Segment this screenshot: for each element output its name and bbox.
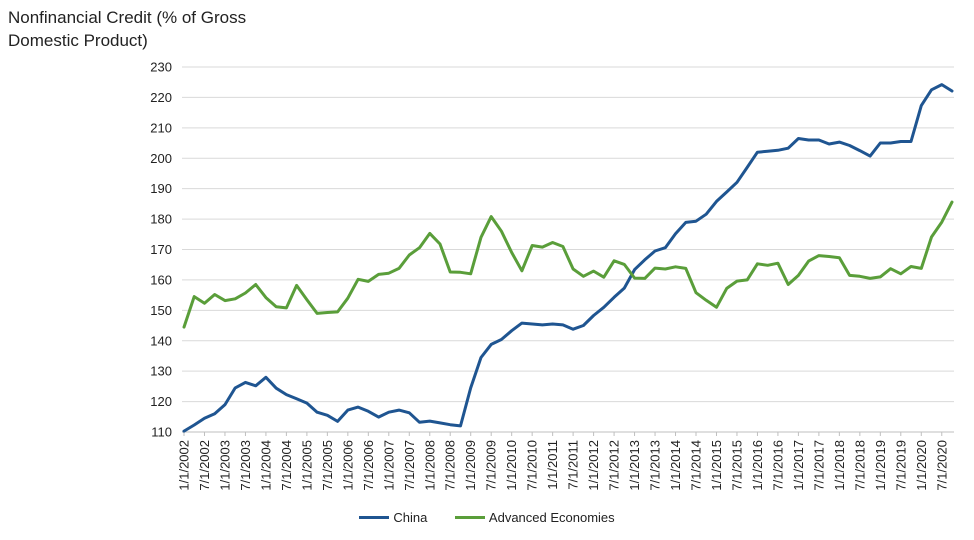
x-tick-label: 7/1/2008 bbox=[443, 440, 458, 491]
y-tick-label-130: 130 bbox=[150, 364, 172, 379]
x-tick-label: 1/1/2007 bbox=[381, 440, 396, 491]
series-line-advanced-economies bbox=[182, 200, 954, 329]
legend-label-advanced-economies: Advanced Economies bbox=[488, 510, 615, 525]
y-tick-label-230: 230 bbox=[150, 60, 172, 75]
x-tick-label: 7/1/2007 bbox=[402, 440, 417, 491]
y-tick-label-110: 110 bbox=[151, 425, 172, 440]
x-axis-ticks: 1/1/2002 7/1/2002 1/1/2003 7/1/2003 1/1/2004… bbox=[177, 440, 950, 491]
x-tick-label: 7/1/2005 bbox=[320, 440, 335, 491]
chart-title: Nonfinancial Credit (% of Gross Domestic… bbox=[8, 8, 247, 50]
x-tick-label: 1/1/2003 bbox=[217, 440, 232, 491]
x-tick-label: 7/1/2010 bbox=[525, 440, 540, 491]
x-tick-label: 1/1/2004 bbox=[258, 440, 273, 491]
x-tick-label: 7/1/2012 bbox=[607, 440, 622, 491]
x-tick-label: 7/1/2017 bbox=[811, 440, 826, 491]
y-tick-label-200: 200 bbox=[150, 151, 172, 166]
x-tick-label: 7/1/2016 bbox=[770, 440, 785, 491]
x-tick-label: 7/1/2019 bbox=[893, 440, 908, 491]
x-tick-label: 1/1/2011 bbox=[545, 440, 560, 490]
x-tick-label: 1/1/2009 bbox=[463, 440, 478, 491]
x-tick-label: 7/1/2014 bbox=[689, 440, 704, 491]
x-tick-label: 7/1/2009 bbox=[484, 440, 499, 491]
x-tick-label: 1/1/2013 bbox=[627, 440, 642, 491]
x-tick-label: 7/1/2002 bbox=[197, 440, 212, 491]
x-tick-label: 7/1/2013 bbox=[648, 440, 663, 491]
legend-swatch-china bbox=[359, 516, 390, 519]
y-tick-label-170: 170 bbox=[150, 242, 172, 257]
x-tick-label: 7/1/2004 bbox=[279, 440, 294, 491]
x-tick-label: 7/1/2018 bbox=[852, 440, 867, 491]
y-tick-label-120: 120 bbox=[150, 394, 172, 409]
y-tick-label-220: 220 bbox=[150, 90, 172, 105]
y-tick-label-150: 150 bbox=[150, 303, 172, 318]
legend-label-china: China bbox=[393, 510, 428, 525]
x-tick-label: 1/1/2018 bbox=[832, 440, 847, 491]
x-tick-label: 7/1/2020 bbox=[934, 440, 949, 491]
y-tick-label-160: 160 bbox=[150, 272, 172, 287]
x-tick-label: 1/1/2002 bbox=[177, 440, 192, 491]
x-tick-label: 1/1/2015 bbox=[709, 440, 724, 491]
x-axis bbox=[182, 431, 954, 436]
y-tick-label-140: 140 bbox=[150, 333, 172, 348]
x-tick-label: 1/1/2006 bbox=[340, 440, 355, 491]
x-tick-label: 7/1/2006 bbox=[361, 440, 376, 491]
x-tick-label: 7/1/2015 bbox=[729, 440, 744, 491]
gridlines bbox=[182, 66, 954, 403]
x-tick-label: 1/1/2016 bbox=[750, 440, 765, 491]
series-line-china bbox=[182, 83, 954, 433]
x-tick-label: 7/1/2011 bbox=[566, 440, 581, 490]
legend-item-china: China bbox=[359, 510, 427, 525]
x-tick-label: 1/1/2008 bbox=[422, 440, 437, 491]
x-tick-label: 1/1/2019 bbox=[873, 440, 888, 491]
x-tick-label: 1/1/2017 bbox=[791, 440, 806, 491]
series-lines bbox=[182, 83, 954, 433]
x-tick-label: 1/1/2010 bbox=[504, 440, 519, 491]
y-tick-label-180: 180 bbox=[150, 212, 172, 227]
legend-swatch-advanced-economies bbox=[454, 516, 485, 519]
y-axis-ticks: 110 120 130 140 150 160 170 180 190 200 210 220 230 bbox=[150, 60, 172, 440]
x-tick-label: 7/1/2003 bbox=[238, 440, 253, 491]
y-tick-label-210: 210 bbox=[150, 120, 172, 135]
legend: China Advanced Economies bbox=[0, 507, 974, 525]
x-tick-label: 1/1/2012 bbox=[586, 440, 601, 491]
legend-item-advanced-economies: Advanced Economies bbox=[454, 510, 615, 525]
x-tick-label: 1/1/2005 bbox=[299, 440, 314, 491]
y-tick-label-190: 190 bbox=[150, 181, 172, 196]
x-tick-label: 1/1/2014 bbox=[668, 440, 683, 491]
x-tick-label: 1/1/2020 bbox=[914, 440, 929, 491]
